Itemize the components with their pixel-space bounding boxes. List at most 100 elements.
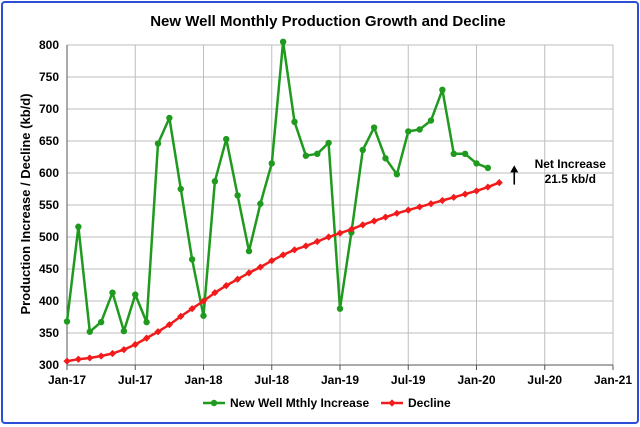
data-point-decline: [461, 190, 469, 198]
data-point-decline: [290, 246, 299, 254]
y-tick-label: 400: [39, 294, 59, 308]
x-tick-label: Jul-18: [254, 373, 289, 387]
data-point-decline: [188, 305, 196, 313]
data-point-decline: [268, 257, 276, 265]
data-point-decline: [347, 225, 355, 233]
data-point-new-well-mthly-increase: [359, 146, 366, 154]
chart-title: New Well Monthly Production Growth and D…: [150, 13, 506, 30]
data-point-decline: [63, 357, 71, 365]
data-point-decline: [222, 282, 230, 290]
data-point-new-well-mthly-increase: [75, 223, 82, 230]
y-tick-label: 700: [39, 102, 59, 116]
y-tick-label: 550: [39, 198, 59, 212]
data-point-decline: [165, 321, 173, 329]
data-point-decline: [108, 349, 117, 358]
data-point-new-well-mthly-increase: [427, 117, 435, 124]
data-point-decline: [381, 213, 390, 221]
data-point-new-well-mthly-increase: [97, 318, 105, 326]
legend: New Well Mthly Increase Decline: [203, 396, 451, 410]
data-point-decline: [234, 275, 242, 283]
data-point-new-well-mthly-increase: [166, 114, 173, 122]
y-tick-label: 300: [39, 358, 59, 372]
data-point-new-well-mthly-increase: [234, 192, 241, 199]
data-point-decline: [154, 328, 162, 336]
data-point-new-well-mthly-increase: [336, 305, 344, 312]
x-tick-label: Jan-18: [184, 373, 222, 387]
y-tick-label: 500: [39, 230, 59, 244]
series-line-decline: [66, 181, 500, 363]
data-point-decline: [143, 334, 151, 342]
data-point-new-well-mthly-increase: [154, 140, 162, 147]
data-point-new-well-mthly-increase: [257, 200, 264, 207]
data-point-decline: [199, 297, 208, 305]
data-point-decline: [438, 196, 446, 205]
data-point-new-well-mthly-increase: [245, 247, 253, 255]
data-point-decline: [484, 183, 492, 191]
data-point-new-well-mthly-increase: [291, 118, 298, 126]
data-point-decline: [427, 200, 435, 208]
data-point-decline: [472, 187, 481, 195]
data-point-decline: [86, 354, 94, 362]
data-point-new-well-mthly-increase: [302, 152, 310, 159]
x-tick-label: Jul-20: [527, 373, 562, 387]
data-point-decline: [97, 352, 105, 360]
x-tick-label: Jan-19: [321, 373, 359, 387]
x-tick-labels: Jan-17 Jul-17 Jan-18 Jul-18 Jan-19 Jul-19 Jan-…: [48, 373, 632, 387]
data-point-new-well-mthly-increase: [188, 256, 196, 263]
data-point-decline: [393, 209, 401, 217]
data-point-decline: [336, 229, 344, 237]
y-tick-label: 800: [39, 38, 59, 52]
y-tick-label: 350: [39, 326, 59, 340]
data-point-new-well-mthly-increase: [268, 160, 275, 167]
data-point-decline: [495, 179, 503, 187]
x-tick-label: Jan-21: [594, 373, 632, 387]
data-point-new-well-mthly-increase: [450, 150, 457, 157]
data-point-new-well-mthly-increase: [86, 328, 93, 335]
data-point-new-well-mthly-increase: [223, 135, 230, 143]
annotation-text: 21.5 kb/d: [545, 172, 596, 186]
data-point-decline: [359, 221, 367, 229]
x-tick-label: Jan-20: [457, 373, 495, 387]
data-point-new-well-mthly-increase: [211, 178, 219, 185]
legend-label-new-well-mthly-increase: New Well Mthly Increase: [230, 396, 369, 410]
data-point-new-well-mthly-increase: [393, 171, 401, 178]
data-point-decline: [450, 193, 458, 201]
data-point-decline: [74, 355, 82, 363]
chart-svg: New Well Monthly Production Growth and D…: [18, 13, 632, 410]
data-point-decline: [245, 269, 253, 277]
data-point-new-well-mthly-increase: [484, 164, 492, 172]
data-point-new-well-mthly-increase: [325, 139, 332, 147]
series-layer: [63, 38, 503, 365]
y-tick-label: 650: [39, 134, 59, 148]
data-point-new-well-mthly-increase: [314, 150, 321, 157]
data-point-decline: [256, 263, 264, 271]
data-point-new-well-mthly-increase: [416, 126, 423, 133]
data-point-new-well-mthly-increase: [143, 318, 150, 326]
legend-label-decline: Decline: [408, 396, 451, 410]
y-tick-label: 450: [39, 262, 59, 276]
data-point-decline: [416, 203, 424, 211]
annotation-text: Net Increase: [535, 157, 607, 171]
series-line-new-well-mthly-increase: [65, 40, 489, 333]
x-tick-label: Jul-19: [391, 373, 426, 387]
data-point-new-well-mthly-increase: [63, 318, 71, 325]
data-point-decline: [177, 312, 185, 320]
data-point-new-well-mthly-increase: [382, 155, 389, 162]
data-point-new-well-mthly-increase: [473, 160, 480, 167]
y-tick-label: 600: [39, 166, 59, 180]
data-point-decline: [325, 233, 333, 241]
data-point-decline: [120, 346, 128, 354]
legend-marker-new-well-mthly-increase: [210, 399, 218, 407]
data-point-new-well-mthly-increase: [109, 289, 116, 296]
y-tick-labels: 300 350 400 450 500 550 600 650 700 750 800: [39, 38, 59, 372]
data-point-decline: [131, 340, 139, 349]
legend-marker-decline: [388, 399, 396, 407]
data-point-new-well-mthly-increase: [177, 185, 184, 193]
data-point-decline: [211, 289, 219, 297]
data-point-new-well-mthly-increase: [279, 38, 287, 45]
data-point-decline: [313, 237, 321, 246]
data-point-new-well-mthly-increase: [461, 150, 469, 157]
data-point-new-well-mthly-increase: [200, 312, 207, 319]
